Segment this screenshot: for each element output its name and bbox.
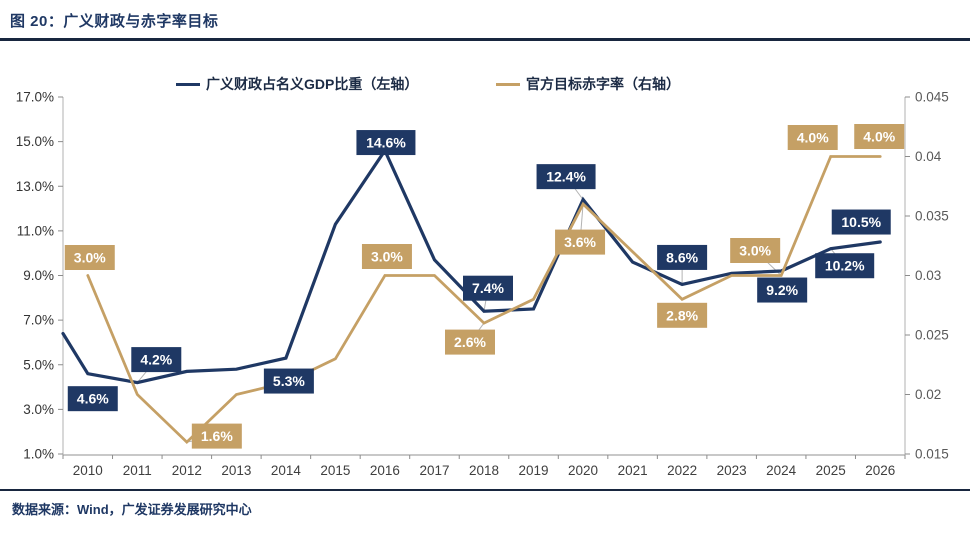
data-label-value: 8.6%	[666, 249, 698, 265]
data-label-badge	[131, 347, 182, 373]
data-label-value: 7.4%	[472, 280, 504, 296]
left-axis-tick-label: 13.0%	[16, 179, 54, 194]
legend-label-deficit-target: 官方目标赤字率（右轴）	[526, 76, 680, 92]
left-axis-tick-label: 5.0%	[23, 357, 54, 372]
data-label-value: 10.2%	[825, 258, 865, 274]
x-axis-year-label: 2013	[221, 463, 251, 478]
x-axis-year-label: 2018	[469, 463, 499, 478]
x-axis-year-label: 2019	[519, 463, 549, 478]
x-axis-year-label: 2017	[419, 463, 449, 478]
data-label-value: 4.6%	[77, 391, 109, 407]
line-chart-canvas: 17.0% 15.0% 13.0% 11.0% 9.0% 7.0% 5.0% 3.0% 1.0%…	[16, 90, 949, 479]
right-axis-tick-label: 0.015	[915, 447, 949, 462]
left-axis-tick-label: 7.0%	[23, 313, 54, 328]
data-label-value: 10.5%	[841, 214, 881, 230]
x-axis-year-label: 2023	[717, 463, 747, 478]
data-label-value: 2.6%	[454, 334, 486, 350]
data-label-badge	[657, 302, 708, 328]
legend-item-deficit-target: 官方目标赤字率（右轴）	[496, 74, 680, 94]
broad-fiscal-line	[61, 147, 882, 385]
x-axis-year-label: 2011	[123, 463, 152, 478]
x-axis-year-label: 2015	[320, 463, 350, 478]
left-axis-tick-label: 9.0%	[23, 268, 54, 283]
x-axis-year-label: 2026	[865, 463, 895, 478]
data-label-badge	[445, 329, 495, 355]
data-label-value: 5.3%	[273, 373, 305, 389]
right-axis-tick-label: 0.045	[915, 90, 949, 105]
deficit-target-line	[86, 155, 882, 445]
x-axis-year-label: 2014	[271, 463, 302, 478]
data-label-badge	[191, 423, 242, 449]
data-label-value: 3.6%	[564, 234, 596, 250]
x-axis-year-label: 2016	[370, 463, 400, 478]
legend-item-broad-fiscal: 广义财政占名义GDP比重（左轴）	[176, 74, 418, 94]
data-label-value: 2.8%	[666, 307, 698, 323]
data-label-value: 12.4%	[546, 169, 586, 185]
data-label-badge	[787, 125, 838, 150]
x-axis-year-label: 2012	[172, 463, 202, 478]
data-label-badge	[463, 275, 513, 301]
data-label-value: 4.0%	[797, 130, 829, 146]
data-label-badge	[757, 277, 808, 303]
data-label-value: 1.6%	[201, 428, 233, 444]
footer-divider	[0, 489, 970, 491]
data-label-badge	[555, 229, 606, 255]
right-axis-tick-label: 0.02	[915, 387, 941, 402]
x-axis-year-label: 2021	[618, 463, 648, 478]
data-label-badge	[831, 209, 891, 235]
x-axis-year-label: 2025	[816, 463, 846, 478]
data-label-badge	[361, 244, 412, 269]
left-axis-tick-label: 11.0%	[17, 223, 54, 238]
navy-line-swatch-icon	[176, 82, 200, 86]
chart-legend: 广义财政占名义GDP比重（左轴） 官方目标赤字率（右轴）	[0, 74, 970, 94]
data-label-value: 4.2%	[140, 352, 172, 368]
data-label-badge	[815, 253, 875, 279]
data-label-value: 4.0%	[863, 129, 895, 145]
left-axis-tick-label: 17.0%	[16, 90, 54, 105]
right-axis-tick-label: 0.04	[915, 149, 942, 164]
x-axis-year-label: 2010	[73, 463, 103, 478]
right-axis-tick-label: 0.025	[915, 328, 949, 343]
data-label-value: 3.0%	[371, 249, 403, 265]
x-axis-year-label: 2024	[766, 463, 797, 478]
data-source: 数据来源：Wind，广发证券发展研究中心	[12, 502, 252, 517]
data-label-badge	[64, 245, 115, 270]
legend-label-broad-fiscal: 广义财政占名义GDP比重（左轴）	[206, 76, 419, 92]
x-axis-year-label: 2020	[568, 463, 598, 478]
right-axis-tick-label: 0.035	[915, 209, 949, 224]
data-label-value: 14.6%	[366, 135, 406, 151]
data-label-badge	[67, 386, 118, 412]
data-label-value: 9.2%	[766, 282, 798, 298]
data-label-badge	[657, 244, 708, 270]
x-axis-year-label: 2022	[667, 463, 697, 478]
data-label-badge	[730, 238, 781, 263]
data-label-badge	[356, 130, 416, 156]
data-label-badge	[536, 164, 596, 190]
right-axis-tick-label: 0.03	[915, 268, 941, 283]
title-divider	[0, 38, 970, 41]
figure-title: 图 20：广义财政与赤字率目标	[10, 13, 219, 30]
data-label-value: 3.0%	[739, 243, 771, 259]
gold-line-swatch-icon	[496, 82, 520, 86]
left-axis-tick-label: 1.0%	[23, 447, 54, 462]
left-axis-tick-label: 15.0%	[16, 134, 54, 149]
data-label-badge	[854, 124, 905, 149]
data-label-badge	[263, 368, 314, 394]
left-axis-tick-label: 3.0%	[23, 402, 54, 417]
data-label-value: 3.0%	[74, 250, 106, 266]
